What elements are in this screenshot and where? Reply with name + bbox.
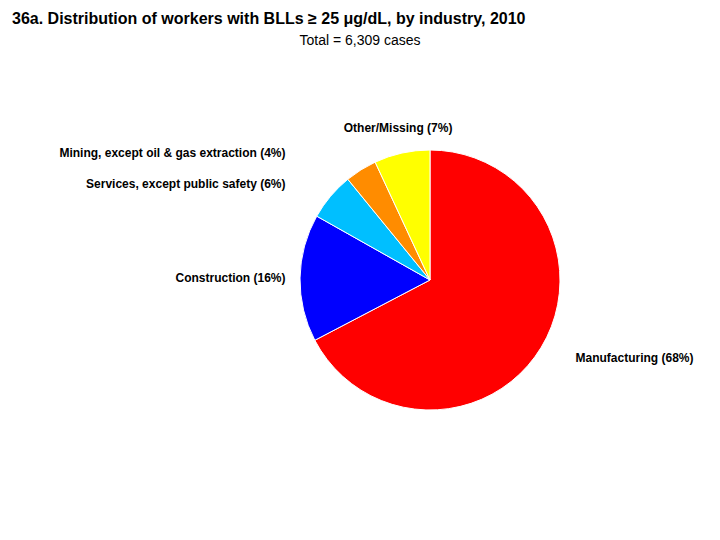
- svg-text:Mining, except oil & gas extra: Mining, except oil & gas extraction (4%): [59, 146, 285, 160]
- svg-text:Services, except public safety: Services, except public safety (6%): [86, 177, 285, 191]
- html-text:Total = 6,309 cases: Total = 6,309 cases: [299, 32, 421, 48]
- svg-text:Manufacturing (68%): Manufacturing (68%): [576, 351, 694, 365]
- html-text:36a. Distribution of workers w: 36a. Distribution of workers with BLLs ≥…: [12, 10, 526, 27]
- svg-text:Other/Missing (7%): Other/Missing (7%): [344, 121, 453, 135]
- svg-text:Construction (16%): Construction (16%): [175, 271, 285, 285]
